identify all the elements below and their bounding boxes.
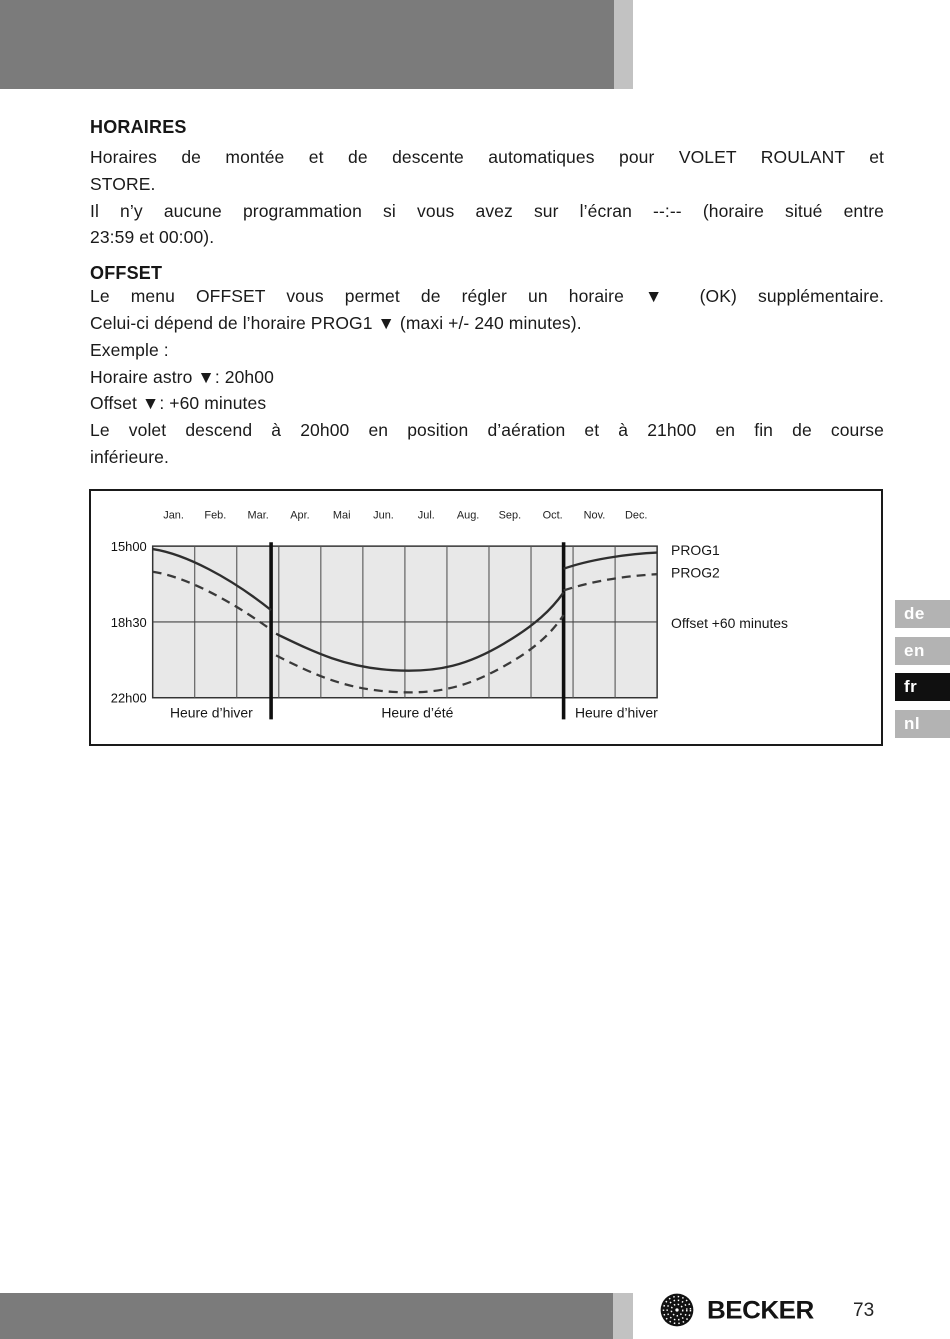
language-tab-nl[interactable]: nl xyxy=(895,710,950,738)
text-line: Le menu OFFSET vous permet de régler un … xyxy=(90,286,884,307)
month-label: Dec. xyxy=(625,510,647,522)
month-label: Apr. xyxy=(290,510,309,522)
top-bar-accent-strip xyxy=(614,0,633,89)
month-label: Nov. xyxy=(584,510,606,522)
text-line: Offset ▼: +60 minutes xyxy=(90,393,267,414)
season-label-winter-right: Heure d’hiver xyxy=(575,704,658,720)
page-number: 73 xyxy=(853,1300,875,1321)
month-label: Jun. xyxy=(373,510,394,522)
legend-offset-label: Offset +60 minutes xyxy=(671,615,788,631)
month-label: Oct. xyxy=(543,510,563,522)
y-tick-label: 15h00 xyxy=(111,539,147,554)
season-label-summer: Heure d’été xyxy=(381,704,453,720)
text-line: Il n’y aucune programmation si vous avez… xyxy=(90,200,884,221)
section-heading-horaires: HORAIRES xyxy=(90,117,187,137)
text-line: inférieure. xyxy=(90,446,169,467)
legend-prog1-label: PROG1 xyxy=(671,542,720,558)
text-line: Horaires de montée et de descente automa… xyxy=(90,147,884,167)
text-line: Celui-ci dépend de l’horaire PROG1 ▼ (ma… xyxy=(90,312,582,333)
becker-globe-icon xyxy=(660,1293,694,1327)
month-axis: Jan. Feb. Mar. Apr. Mai Jun. Jul. Aug. S… xyxy=(163,510,647,522)
paragraph-exemple: Exemple : Horaire astro ▼: 20h00 Offset … xyxy=(90,337,884,417)
paragraph-offset-menu: Le menu OFFSET vous permet de régler un … xyxy=(90,283,884,337)
month-label: Mai xyxy=(333,510,351,522)
section-heading-offset: OFFSET xyxy=(90,263,163,284)
language-tab-en[interactable]: en xyxy=(895,637,950,665)
language-tab-fr[interactable]: fr xyxy=(895,673,950,701)
text-line: Le volet descend à 20h00 en position d’a… xyxy=(90,420,884,441)
schedule-chart: Jan. Feb. Mar. Apr. Mai Jun. Jul. Aug. S… xyxy=(111,510,788,721)
brand-footer: BECKER xyxy=(659,1292,814,1328)
prog1-curve xyxy=(152,547,658,672)
month-label: Jan. xyxy=(163,510,184,522)
text-line: 23:59 et 00:00). xyxy=(90,227,215,248)
season-label-winter-left: Heure d’hiver xyxy=(170,704,253,720)
y-tick-label: 22h00 xyxy=(111,691,147,706)
time-axis: 15h00 18h30 22h00 xyxy=(111,539,147,706)
paragraph-no-programmation: Il n’y aucune programmation si vous avez… xyxy=(90,198,884,252)
text-line: STORE. xyxy=(90,173,156,194)
paragraph-volet-descend: Le volet descend à 20h00 en position d’a… xyxy=(90,417,884,471)
y-tick-label: 18h30 xyxy=(111,615,147,630)
month-label: Aug. xyxy=(457,510,479,522)
month-label: Jul. xyxy=(418,510,435,522)
prog2-curve xyxy=(152,570,658,694)
text-line: Horaire astro ▼: 20h00 xyxy=(90,366,274,387)
bottom-bar-accent-strip xyxy=(613,1293,633,1339)
bottom-bar xyxy=(0,1293,613,1339)
legend-prog2-label: PROG2 xyxy=(671,565,720,581)
top-bar xyxy=(0,0,614,89)
language-tab-de[interactable]: de xyxy=(895,600,950,628)
text-line: Exemple : xyxy=(90,339,169,360)
chart-legend: PROG1 PROG2 Offset +60 minutes xyxy=(671,542,788,631)
season-labels: Heure d’hiver Heure d’été Heure d’hiver xyxy=(170,704,658,720)
paragraph-horaires-intro: Horaires de montée et de descente automa… xyxy=(90,144,884,198)
becker-wordmark: BECKER xyxy=(707,1295,814,1324)
sunset-schedule-figure: Jan. Feb. Mar. Apr. Mai Jun. Jul. Aug. S… xyxy=(89,489,883,746)
month-label: Sep. xyxy=(499,510,521,522)
manual-text-content: HORAIRES Horaires de montée et de descen… xyxy=(90,117,884,471)
month-label: Mar. xyxy=(248,510,269,522)
month-label: Feb. xyxy=(204,510,226,522)
